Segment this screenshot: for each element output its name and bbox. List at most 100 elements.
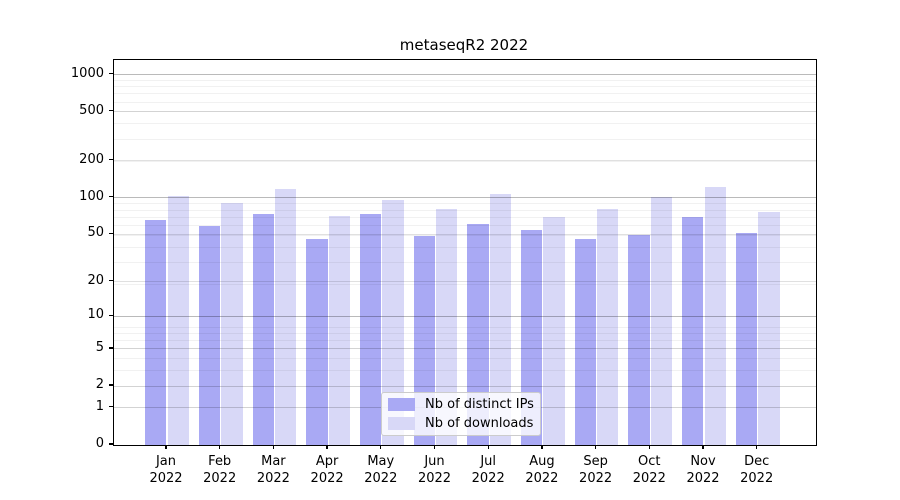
legend-item-distinct-ips: Nb of distinct IPs xyxy=(388,397,540,412)
bar-distinct-ips xyxy=(574,238,597,445)
bar-distinct-ips xyxy=(628,235,650,445)
y-gridline xyxy=(114,138,816,140)
x-axis-tick-label: Oct 2022 xyxy=(619,453,679,487)
x-tick-month: Nov xyxy=(690,454,716,469)
x-axis-tick-label: Jan 2022 xyxy=(136,453,196,487)
bar-downloads xyxy=(704,186,726,445)
x-tick-year: 2022 xyxy=(740,471,774,486)
x-tick-month: Sep xyxy=(583,454,608,469)
x-tick-year: 2022 xyxy=(310,471,344,486)
y-axis-tick xyxy=(109,196,113,198)
y-axis-tick xyxy=(109,347,113,349)
x-tick-year: 2022 xyxy=(256,471,290,486)
y-axis-tick xyxy=(109,314,113,317)
y-gridline xyxy=(114,111,816,113)
x-tick-month: Mar xyxy=(261,454,286,469)
x-axis-tick-label: Feb 2022 xyxy=(190,453,250,487)
y-gridline xyxy=(114,160,816,162)
y-gridline xyxy=(114,358,816,360)
x-tick-year: 2022 xyxy=(579,471,613,486)
bar-downloads xyxy=(167,196,189,445)
x-axis-tick xyxy=(541,445,543,450)
x-tick-year: 2022 xyxy=(417,471,452,486)
y-gridline xyxy=(114,385,816,387)
x-tick-year: 2022 xyxy=(149,471,183,486)
x-axis-tick xyxy=(326,445,328,450)
bar-distinct-ips xyxy=(198,225,221,445)
x-axis-tick-label: Mar 2022 xyxy=(243,453,303,487)
y-gridline xyxy=(114,86,816,88)
x-axis-tick-label: Jun 2022 xyxy=(405,453,465,487)
y-axis-tick xyxy=(109,280,113,282)
x-axis-tick-label: Dec 2022 xyxy=(727,453,787,487)
legend-label-downloads: Nb of downloads xyxy=(425,416,534,431)
x-tick-month: Dec xyxy=(744,454,770,469)
bar-distinct-ips xyxy=(682,216,704,445)
x-axis-tick-label: Sep 2022 xyxy=(566,453,626,487)
y-gridline xyxy=(114,340,816,342)
y-gridline xyxy=(114,385,816,387)
y-gridline xyxy=(114,93,816,95)
bar-downloads xyxy=(758,212,780,445)
x-tick-month: Aug xyxy=(529,454,555,469)
x-axis-tick xyxy=(487,445,489,450)
y-gridline xyxy=(114,233,816,235)
y-axis-tick-label: 20 xyxy=(87,272,104,288)
y-axis-tick xyxy=(109,384,113,386)
x-axis-tick-label: Nov 2022 xyxy=(673,453,733,487)
y-axis-tick xyxy=(109,159,113,161)
x-tick-month: Jul xyxy=(480,454,497,469)
bar-distinct-ips xyxy=(145,220,167,445)
x-tick-year: 2022 xyxy=(471,471,505,486)
y-gridline xyxy=(114,348,816,350)
bar-distinct-ips xyxy=(521,230,543,445)
y-gridline xyxy=(114,281,816,283)
y-gridline xyxy=(114,101,816,103)
legend-swatch-distinct-ips xyxy=(388,398,415,411)
y-gridline xyxy=(114,74,816,76)
legend: Nb of distinct IPs Nb of downloads xyxy=(381,392,541,436)
x-tick-month: Oct xyxy=(638,454,661,469)
x-axis-tick-label: Aug 2022 xyxy=(512,453,572,487)
bar-downloads xyxy=(221,203,243,445)
y-gridline xyxy=(114,326,816,328)
bar-downloads xyxy=(650,197,673,445)
y-gridline xyxy=(114,370,816,372)
y-gridline xyxy=(114,209,816,211)
bar-downloads xyxy=(436,208,458,445)
x-axis-tick xyxy=(272,445,275,450)
bar-downloads xyxy=(543,216,565,445)
y-axis-tick xyxy=(109,73,113,75)
y-axis-tick-label: 50 xyxy=(87,225,104,241)
y-gridline xyxy=(114,262,816,264)
y-axis-tick-label: 500 xyxy=(79,102,104,118)
x-tick-year: 2022 xyxy=(203,471,237,486)
x-axis-tick xyxy=(702,445,704,450)
bar-distinct-ips xyxy=(359,214,382,445)
y-axis-tick xyxy=(109,443,113,445)
y-axis-tick-label: 200 xyxy=(79,151,104,167)
x-axis-tick xyxy=(380,445,382,450)
x-tick-month: Jun xyxy=(424,454,445,469)
y-gridline xyxy=(114,79,816,81)
bar-distinct-ips xyxy=(467,223,489,445)
x-axis-tick xyxy=(756,445,758,450)
y-gridline xyxy=(114,225,816,227)
y-gridline xyxy=(114,203,816,205)
x-tick-year: 2022 xyxy=(686,471,720,486)
x-axis-tick-label: May 2022 xyxy=(351,453,411,487)
y-axis-tick xyxy=(109,406,113,408)
y-gridline xyxy=(114,283,816,285)
legend-item-downloads: Nb of downloads xyxy=(388,416,540,431)
bar-distinct-ips xyxy=(306,238,328,445)
y-gridline xyxy=(114,315,816,317)
y-gridline xyxy=(114,160,816,162)
y-axis-tick-label: 1000 xyxy=(70,65,104,81)
y-axis-tick-label: 2 xyxy=(95,377,104,393)
y-gridline xyxy=(114,246,816,248)
x-tick-year: 2022 xyxy=(364,471,398,486)
bar-distinct-ips xyxy=(252,213,274,445)
y-gridline xyxy=(114,333,816,335)
bar-downloads xyxy=(382,200,404,445)
